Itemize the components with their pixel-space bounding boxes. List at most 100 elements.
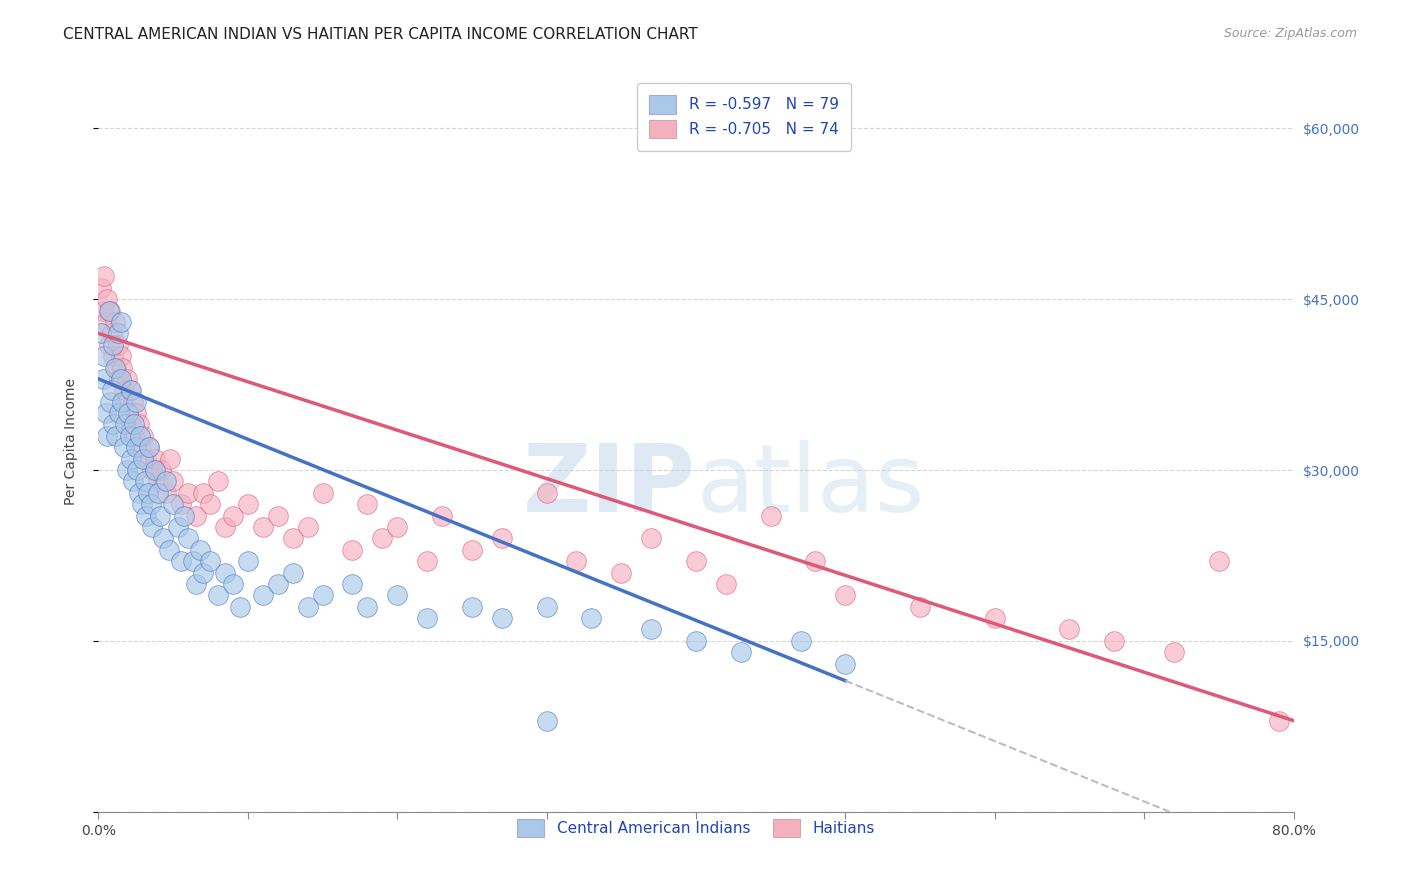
Point [342,542,364,557]
Point [148,475,170,489]
Point [177,532,200,546]
Point [108,372,131,386]
Point [356,497,378,511]
Point [121,475,143,489]
Point [730,645,752,659]
Point [91,303,114,318]
Point [139,497,162,511]
Point [416,611,439,625]
Point [96,429,118,443]
Point [120,417,142,432]
Point [1208,554,1230,568]
Point [461,542,484,557]
Point [143,451,166,466]
Point [91,372,114,386]
Point [125,406,148,420]
Point [281,532,304,546]
Point [207,475,229,489]
Point [1059,623,1081,637]
Text: atlas: atlas [696,440,924,532]
Point [342,577,364,591]
Point [101,326,124,341]
Point [125,394,148,409]
Point [93,269,115,284]
Point [134,475,156,489]
Point [90,281,112,295]
Point [141,463,163,477]
Point [685,554,707,568]
Point [685,633,707,648]
Point [128,417,150,432]
Point [430,508,453,523]
Point [191,566,214,580]
Point [155,475,177,489]
Point [311,588,333,602]
Text: CENTRAL AMERICAN INDIAN VS HAITIAN PER CAPITA INCOME CORRELATION CHART: CENTRAL AMERICAN INDIAN VS HAITIAN PER C… [63,27,697,42]
Point [111,394,134,409]
Point [491,611,513,625]
Point [536,485,558,500]
Point [385,520,409,534]
Point [108,406,131,420]
Point [115,372,138,386]
Point [162,475,184,489]
Point [207,588,229,602]
Point [984,611,1007,625]
Point [98,303,122,318]
Point [132,429,155,443]
Point [416,554,439,568]
Point [1267,714,1289,728]
Point [125,440,148,454]
Point [222,508,245,523]
Point [162,497,184,511]
Point [173,508,195,523]
Point [834,657,856,671]
Point [385,588,409,602]
Point [135,451,157,466]
Point [491,532,513,546]
Point [103,337,125,351]
Point [311,485,333,500]
Point [236,497,259,511]
Point [200,497,222,511]
Point [157,542,180,557]
Point [141,520,163,534]
Point [143,463,166,477]
Point [124,417,146,432]
Point [138,440,160,454]
Point [356,599,378,614]
Point [138,440,160,454]
Point [127,463,149,477]
Point [131,497,153,511]
Point [159,451,181,466]
Point [169,554,191,568]
Point [565,554,588,568]
Point [101,384,124,398]
Point [128,485,150,500]
Point [117,406,139,420]
Point [90,326,112,341]
Point [148,485,170,500]
Point [1104,633,1126,648]
Point [152,532,174,546]
Point [581,611,603,625]
Point [640,623,662,637]
Point [834,588,856,602]
Point [1163,645,1185,659]
Point [121,394,143,409]
Point [150,463,173,477]
Point [112,440,135,454]
Point [97,303,120,318]
Point [104,360,127,375]
Point [188,542,211,557]
Point [184,508,207,523]
Point [110,349,132,363]
Point [371,532,394,546]
Point [107,337,129,351]
Point [136,485,159,500]
Point [120,384,142,398]
Point [103,349,125,363]
Point [714,577,737,591]
Point [297,520,319,534]
Point [640,532,662,546]
